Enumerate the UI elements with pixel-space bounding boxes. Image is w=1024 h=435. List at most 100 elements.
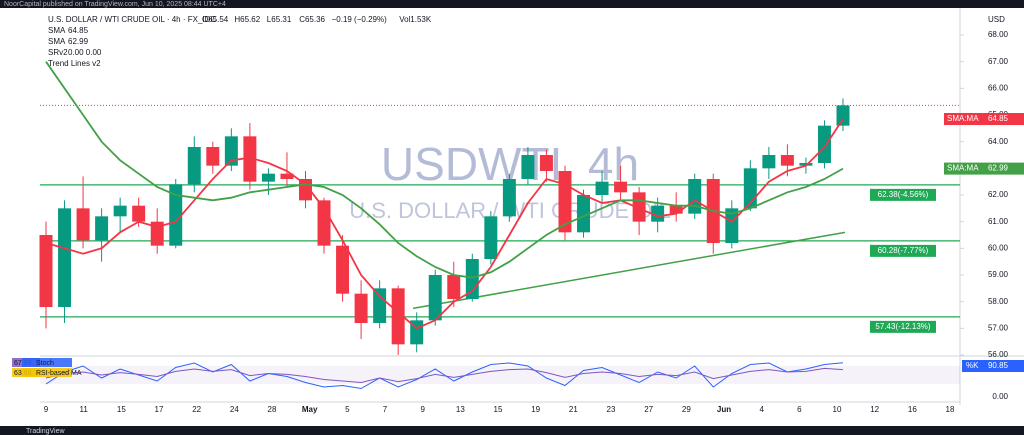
level-label: 62.38(-4.56%) bbox=[878, 190, 929, 199]
candle-body bbox=[502, 179, 516, 217]
candle-body bbox=[780, 155, 794, 166]
indicator-value: 62.99 bbox=[68, 37, 89, 46]
x-tick-label: 16 bbox=[908, 405, 917, 414]
candle-body bbox=[521, 155, 535, 179]
candle-body bbox=[817, 125, 831, 163]
level-label-box bbox=[870, 244, 936, 257]
candle-body bbox=[539, 155, 553, 171]
x-tick-label: 15 bbox=[117, 405, 126, 414]
y-tick-label: 62.00 bbox=[988, 190, 1009, 199]
price-tag-name: SMA:MA bbox=[947, 164, 979, 173]
y-tick-label: 59.00 bbox=[988, 270, 1009, 279]
x-tick-label: 13 bbox=[456, 405, 465, 414]
candle-body bbox=[187, 147, 201, 185]
y-tick-label: 61.00 bbox=[988, 217, 1009, 226]
x-tick-label: 29 bbox=[682, 405, 691, 414]
y-tick-label: 67.00 bbox=[988, 57, 1009, 66]
candle-body bbox=[206, 147, 220, 166]
oscillator-band bbox=[40, 366, 960, 384]
y-tick-label: 66.00 bbox=[988, 83, 1009, 92]
candle-body bbox=[577, 195, 590, 233]
candle-body bbox=[799, 163, 813, 166]
x-tick-label: 4 bbox=[759, 405, 764, 414]
x-tick-label: 5 bbox=[345, 405, 350, 414]
x-tick-label: Jun bbox=[717, 405, 731, 414]
x-tick-label: 15 bbox=[494, 405, 503, 414]
candle-body bbox=[595, 181, 609, 195]
indicator-name: SRv2 bbox=[48, 48, 68, 57]
currency: USD bbox=[988, 15, 1005, 24]
x-tick-label: 28 bbox=[268, 405, 277, 414]
candle-body bbox=[336, 245, 350, 294]
y-tick-label: 60.00 bbox=[988, 243, 1009, 252]
candle-body bbox=[836, 105, 850, 126]
quote: Vol1.53K bbox=[399, 15, 432, 24]
x-tick-label: 6 bbox=[797, 405, 802, 414]
x-tick-label: 17 bbox=[155, 405, 164, 414]
x-tick-label: 24 bbox=[230, 405, 239, 414]
candle-body bbox=[113, 205, 127, 217]
candle-body bbox=[132, 205, 146, 222]
k-tag-value: 90.85 bbox=[988, 361, 1009, 370]
indicator-name: SMA bbox=[48, 37, 66, 46]
price-tag-name: SMA:MA bbox=[947, 114, 979, 123]
x-tick-label: 7 bbox=[383, 405, 388, 414]
candle-body bbox=[484, 216, 498, 259]
y-tick-label: 58.00 bbox=[988, 297, 1009, 306]
x-tick-label: 11 bbox=[80, 405, 89, 414]
oscillator-label-box bbox=[22, 368, 72, 377]
x-tick-label: 21 bbox=[569, 405, 578, 414]
y-tick-label: 68.00 bbox=[988, 30, 1009, 39]
brand: TradingView bbox=[26, 428, 65, 435]
level-label: 60.28(-7.77%) bbox=[878, 246, 929, 255]
candle-body bbox=[150, 221, 164, 246]
quote: −0.19 (−0.29%) bbox=[332, 15, 387, 24]
candle-body bbox=[39, 235, 53, 307]
x-tick-label: 18 bbox=[946, 405, 955, 414]
trend-line bbox=[412, 231, 846, 310]
price-tag-value: 64.85 bbox=[988, 114, 1009, 123]
oscillator-zero: 0.00 bbox=[992, 392, 1008, 401]
candle-body bbox=[169, 184, 183, 246]
oscillator-label: RSI-based MA bbox=[36, 370, 82, 377]
candle-body bbox=[391, 288, 405, 345]
x-tick-label: 23 bbox=[607, 405, 616, 414]
candle-body bbox=[651, 205, 665, 222]
indicator-value: 0.00 0.00 bbox=[68, 48, 102, 57]
x-tick-label: 22 bbox=[192, 405, 201, 414]
candle-body bbox=[58, 208, 72, 307]
indicator-name: Trend Lines v2 bbox=[48, 59, 101, 68]
candle-body bbox=[373, 288, 387, 323]
publisher: NoorCapital published on TradingView.com… bbox=[4, 1, 226, 8]
candle-body bbox=[280, 173, 294, 179]
k-tag bbox=[962, 360, 1024, 372]
x-tick-label: 9 bbox=[44, 405, 49, 414]
candle-body bbox=[669, 205, 683, 214]
quote: C65.36 bbox=[299, 15, 325, 24]
level-label-box bbox=[870, 320, 936, 333]
x-tick-label: 9 bbox=[420, 405, 425, 414]
y-tick-label: 64.00 bbox=[988, 137, 1009, 146]
candle-body bbox=[224, 136, 238, 166]
level-label: 57.43(-12.13%) bbox=[875, 322, 930, 331]
candle-body bbox=[317, 200, 331, 246]
top-bar bbox=[0, 0, 1024, 8]
y-tick-label: 57.00 bbox=[988, 323, 1009, 332]
oscillator-label: Stoch bbox=[36, 360, 54, 367]
k-tag-name: %K bbox=[966, 361, 979, 370]
candle-body bbox=[614, 181, 628, 193]
oscillator-line bbox=[45, 367, 844, 384]
sma-line bbox=[45, 61, 844, 279]
candle-body bbox=[428, 275, 442, 321]
candle-body bbox=[447, 275, 461, 299]
candle-body bbox=[465, 259, 479, 299]
candle-body bbox=[688, 179, 702, 214]
candle-body bbox=[354, 293, 368, 323]
quote: H65.62 bbox=[234, 15, 260, 24]
price-tag-value: 62.99 bbox=[988, 164, 1009, 173]
y-tick-label: 56.00 bbox=[988, 350, 1009, 359]
x-tick-label: 27 bbox=[644, 405, 653, 414]
indicator-name: SMA bbox=[48, 26, 66, 35]
x-tick-label: 10 bbox=[833, 405, 842, 414]
